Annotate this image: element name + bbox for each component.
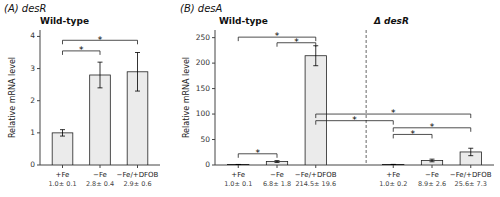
x-tick [432, 165, 433, 168]
y-tick-label: 3 [30, 64, 35, 73]
x-tick-label: −Fe [93, 171, 107, 179]
significance-label: * [255, 148, 260, 158]
plot-marks [52, 53, 148, 166]
significance-label: * [294, 37, 299, 47]
error-bar [236, 164, 241, 165]
data-label: 1.0± 0.1 [48, 180, 76, 188]
bar [266, 162, 287, 165]
significance-label: * [98, 35, 103, 45]
x-tick [277, 165, 278, 168]
group-label: Wild-type [219, 16, 268, 26]
x-tick-label: −Fe/+DFOB [117, 171, 159, 179]
x-tick-label: +Fe [56, 171, 70, 179]
plot-marks [228, 46, 482, 165]
subtitle: Wild-type [40, 16, 89, 26]
bar [90, 75, 111, 165]
y-tick [212, 114, 215, 115]
y-axis-line [215, 30, 216, 165]
y-tick [37, 132, 40, 133]
significance-label: * [430, 122, 435, 132]
bar [305, 56, 326, 165]
y-tick-label: 4 [30, 31, 35, 40]
y-tick-label: 250 [196, 33, 211, 42]
x-tick-label: +Fe [231, 171, 245, 179]
data-label: 1.0± 0.2 [379, 180, 407, 188]
error-bar [391, 164, 396, 165]
y-tick [37, 165, 40, 166]
x-tick [100, 165, 101, 168]
x-tick [62, 165, 63, 168]
title: (B) desA [180, 3, 223, 14]
group-label: Δ desR [373, 16, 409, 26]
error-bar [98, 62, 103, 88]
x-tick [470, 165, 471, 168]
y-tick-label: 1 [30, 128, 35, 137]
y-tick-label: 0 [205, 160, 210, 169]
error-bar [468, 148, 473, 155]
significance-label: * [410, 129, 415, 139]
x-tick-label: −Fe [425, 171, 439, 179]
y-tick-label: 50 [200, 135, 210, 144]
x-tick [238, 165, 239, 168]
data-label: 6.8± 1.8 [263, 180, 291, 188]
x-tick-label: −Fe/+DFOB [450, 171, 492, 179]
bar [52, 133, 73, 165]
y-tick-label: 0 [30, 160, 35, 169]
data-label: 8.9± 2.6 [418, 180, 446, 188]
y-tick [37, 36, 40, 37]
y-tick [37, 100, 40, 101]
y-axis-label: Relative mRNA level [8, 57, 17, 138]
bar [228, 164, 249, 165]
x-tick [315, 165, 316, 168]
y-tick [212, 63, 215, 64]
error-bar [275, 161, 280, 163]
y-tick-label: 150 [196, 84, 211, 93]
title: (A) desR [4, 3, 46, 14]
y-tick [212, 165, 215, 166]
y-axis-label: Relative mRNA level [182, 57, 191, 138]
y-tick [212, 88, 215, 89]
significance-label: * [275, 31, 280, 41]
y-axis-line [40, 30, 41, 165]
x-tick-label: −Fe [270, 171, 284, 179]
bar [383, 164, 404, 165]
error-bar [313, 46, 318, 66]
y-tick-label: 100 [196, 109, 211, 118]
data-label: 25.6± 7.3 [455, 180, 487, 188]
data-label: 1.0± 0.1 [224, 180, 252, 188]
y-tick-label: 2 [30, 96, 35, 105]
error-bar [60, 130, 65, 136]
error-bar [135, 53, 140, 92]
y-tick [37, 68, 40, 69]
y-tick [212, 37, 215, 38]
panel: (B) desA Wild-type Δ desR 0 50 100 150 200 250 Re… [180, 3, 494, 188]
x-axis-line [215, 165, 494, 166]
group-divider [366, 30, 367, 165]
error-bar [430, 159, 435, 162]
x-tick [137, 165, 138, 168]
chart-svg: (A) desR Wild-type 0 1 2 3 4 Relative mRNA leve… [0, 0, 500, 197]
y-tick-label: 200 [196, 58, 211, 67]
y-tick [212, 139, 215, 140]
data-label: 2.8± 0.4 [86, 180, 114, 188]
significance-label: * [79, 45, 84, 55]
significance-label: * [391, 108, 396, 118]
x-tick-label: −Fe/+DFOB [295, 171, 337, 179]
data-label: 2.9± 0.6 [123, 180, 151, 188]
data-label: 214.5± 19.6 [295, 180, 336, 188]
x-tick-label: +Fe [386, 171, 400, 179]
panel: (A) desR Wild-type 0 1 2 3 4 Relative mRNA leve… [4, 3, 160, 188]
significance-label: * [352, 115, 357, 125]
page: {"chart_data": [ {"type": "bar", "title"… [0, 0, 500, 197]
x-tick [393, 165, 394, 168]
